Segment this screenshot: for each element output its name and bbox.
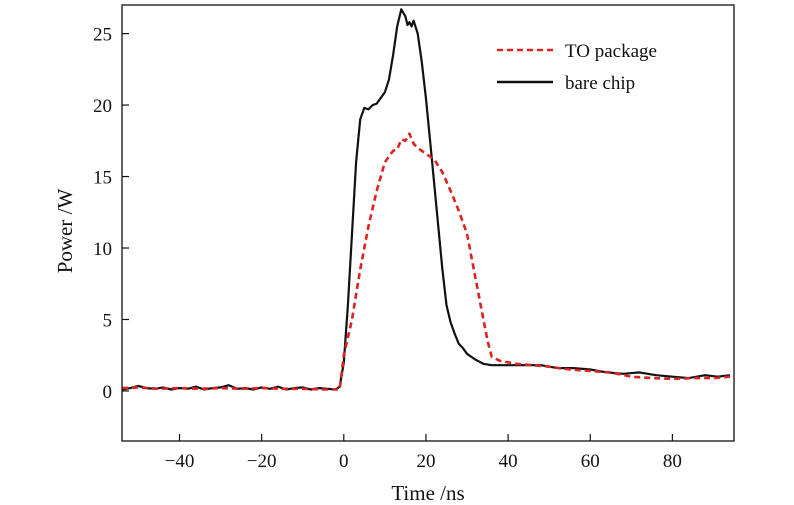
x-tick-label: 20 — [416, 451, 435, 472]
series-layer — [121, 8, 731, 391]
legend-label-bare-chip: bare chip — [565, 73, 635, 94]
legend-label-to-package: TO package — [565, 41, 657, 62]
legend: TO package bare chip — [497, 41, 657, 94]
x-tick-label: 0 — [339, 451, 349, 472]
y-axis-title: Power /W — [53, 189, 77, 274]
x-tick-label: 40 — [499, 451, 518, 472]
y-tick-label: 20 — [93, 96, 112, 117]
y-tick-label: 5 — [103, 310, 113, 331]
y-tick-label: 25 — [93, 25, 112, 46]
x-tick-label: 60 — [581, 451, 600, 472]
y-tick-label: 15 — [93, 168, 112, 189]
x-axis-title: Time /ns — [391, 481, 464, 505]
x-tick-label: −40 — [165, 451, 195, 472]
x-tick-label: −20 — [247, 451, 277, 472]
series-line-to-package — [121, 132, 731, 391]
x-tick-label: 80 — [663, 451, 682, 472]
y-tick-label: 10 — [93, 239, 112, 260]
series-line-bare-chip — [121, 8, 731, 391]
axes-layer: −40 −20 0 20 40 60 80 0 5 10 15 20 25 — [93, 25, 682, 472]
plot-area-frame — [121, 4, 735, 442]
y-tick-label: 0 — [103, 382, 113, 403]
